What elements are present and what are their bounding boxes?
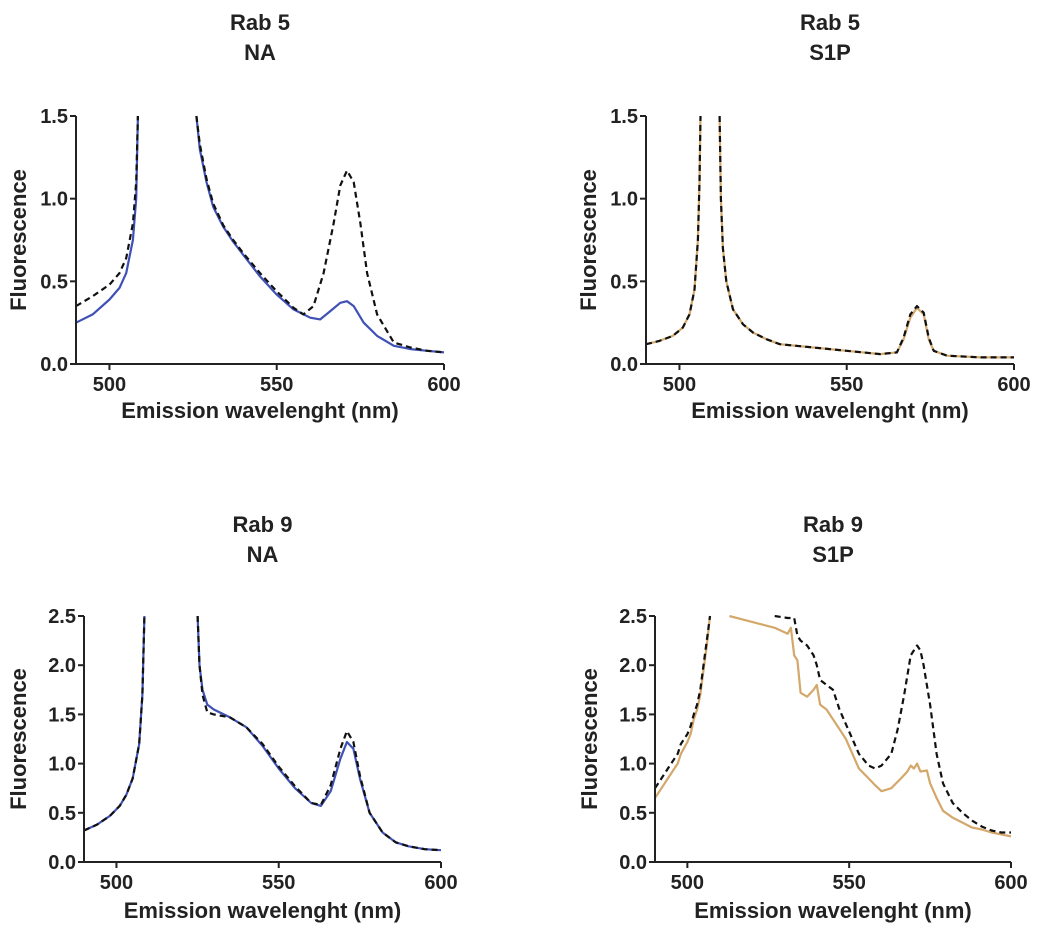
x-tick-label: 550 [262, 872, 295, 894]
series-2 [646, 115, 1014, 359]
y-tick-label: 2.0 [48, 655, 76, 677]
series-1-line-segment-1 [84, 615, 146, 832]
y-tick-label: 0.5 [610, 271, 638, 293]
series-2-line-segment-1 [76, 115, 139, 308]
x-tick-label: 500 [100, 872, 133, 894]
x-tick-label: 550 [260, 374, 293, 396]
y-tick-label: 0.5 [619, 803, 647, 825]
chart-title-line-2: S1P [812, 542, 854, 567]
y-tick-label: 1.0 [619, 754, 647, 776]
y-tick-label: 1.0 [40, 189, 68, 211]
y-tick-label: 0.5 [40, 271, 68, 293]
x-tick-label: 550 [830, 374, 863, 396]
chart-title-line-2: NA [247, 542, 279, 567]
chart-title-line-1: Rab 5 [800, 10, 860, 35]
x-axis-label: Emission wavelenght (nm) [694, 898, 972, 923]
chart-title-line-1: Rab 5 [230, 10, 290, 35]
series-1-line-segment-2 [196, 615, 441, 852]
y-tick-label: 0.5 [48, 803, 76, 825]
series-1-line-segment-2 [729, 615, 1011, 838]
y-axis-label: Fluorescence [6, 169, 31, 311]
x-tick-label: 600 [427, 374, 460, 396]
chart-title-line-1: Rab 9 [803, 512, 863, 537]
x-axis-label: Emission wavelenght (nm) [691, 398, 969, 423]
y-tick-label: 1.5 [40, 106, 68, 128]
series-2 [655, 615, 1011, 834]
series-2-line-segment-1 [655, 615, 712, 789]
x-tick-label: 500 [671, 872, 704, 894]
chart-panel-2: Rab 5 S1P 0.0 0.5 1.0 1.5 500 550 600 Emission wa… [576, 10, 1031, 423]
series-1 [655, 615, 1011, 838]
series-1-line-segment-2 [718, 115, 1014, 359]
series-2-line-segment-2 [196, 615, 441, 852]
y-tick-label: 2.0 [619, 655, 647, 677]
series-2-line-segment-1 [84, 615, 146, 832]
x-tick-label: 550 [832, 872, 865, 894]
chart-panel-4: Rab 9 S1P 0.0 0.5 1.0 1.5 2.0 2.5 500 550 600 Emiss… [577, 512, 1028, 923]
y-axis-label: Fluorescence [576, 169, 601, 311]
series-2-line-segment-2 [774, 615, 1011, 834]
x-tick-label: 600 [997, 374, 1030, 396]
y-axis-label: Fluorescence [6, 668, 31, 810]
series-2 [84, 615, 441, 852]
series-2 [76, 115, 444, 354]
chart-panel-1: Rab 5 NA 0.0 0.5 1.0 1.5 500 550 600 Emission wav… [6, 10, 461, 423]
y-tick-label: 1.0 [610, 189, 638, 211]
y-tick-label: 1.5 [610, 106, 638, 128]
y-axis-label: Fluorescence [577, 668, 602, 810]
y-tick-label: 1.5 [48, 704, 76, 726]
x-tick-label: 600 [994, 872, 1027, 894]
x-tick-label: 500 [93, 374, 126, 396]
x-tick-label: 600 [424, 872, 457, 894]
series-1-line-segment-1 [76, 115, 139, 324]
series-2-line-segment-2 [195, 115, 444, 354]
y-tick-label: 2.5 [48, 606, 76, 628]
series-1-line-segment-2 [195, 115, 444, 354]
chart-title-line-1: Rab 9 [233, 512, 293, 537]
series-2-line-segment-1 [646, 115, 702, 346]
chart-title-line-2: S1P [809, 40, 851, 65]
y-tick-label: 1.5 [619, 704, 647, 726]
y-tick-label: 0.0 [48, 852, 76, 874]
y-tick-label: 2.5 [619, 606, 647, 628]
series-1-line-segment-1 [655, 615, 712, 799]
y-tick-label: 0.0 [610, 354, 638, 376]
x-axis-label: Emission wavelenght (nm) [121, 398, 399, 423]
series-1-line-segment-1 [646, 115, 702, 346]
chart-title-line-2: NA [244, 40, 276, 65]
x-tick-label: 500 [663, 374, 696, 396]
x-axis-label: Emission wavelenght (nm) [124, 898, 402, 923]
series-2-line-segment-2 [718, 115, 1014, 359]
y-tick-label: 0.0 [40, 354, 68, 376]
series-1 [84, 615, 441, 852]
y-tick-label: 1.0 [48, 754, 76, 776]
series-1 [646, 115, 1014, 359]
y-tick-label: 0.0 [619, 852, 647, 874]
chart-panel-3: Rab 9 NA 0.0 0.5 1.0 1.5 2.0 2.5 500 550 600 Emissi… [6, 512, 458, 923]
